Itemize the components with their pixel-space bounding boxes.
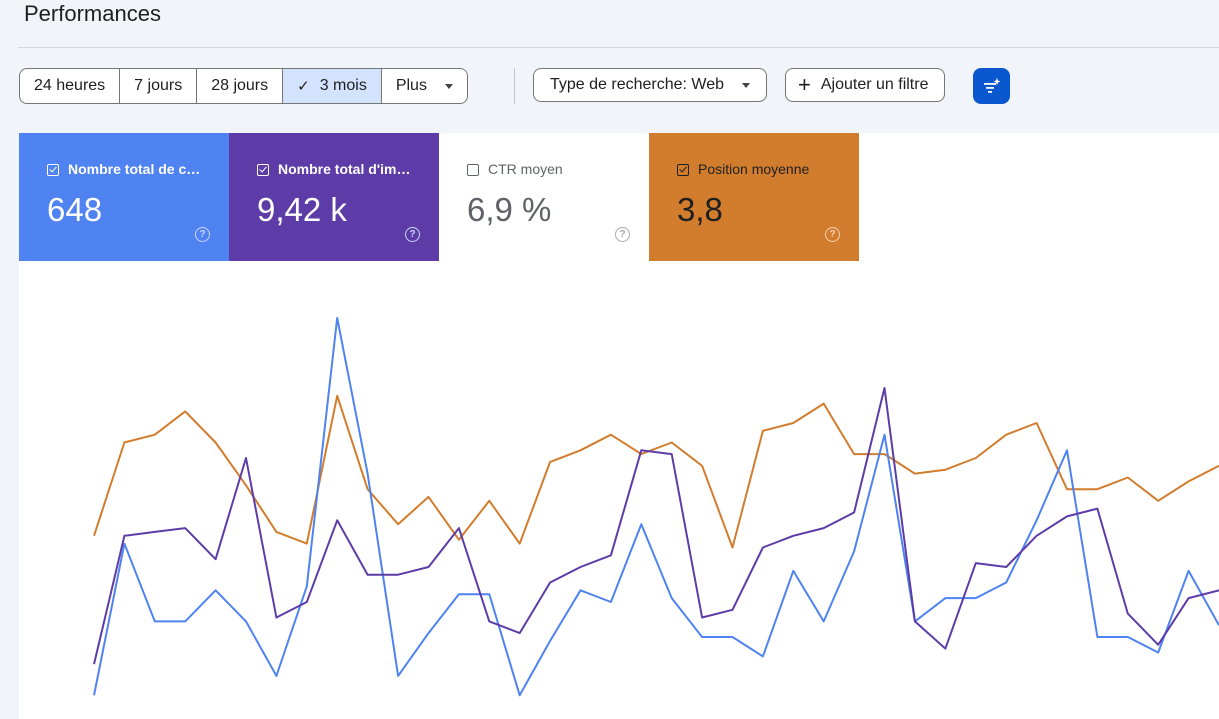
add-filter-label: Ajouter un filtre (820, 76, 929, 93)
checkbox-checked-icon[interactable] (47, 164, 59, 176)
metric-cards: Nombre total de c… 648 ? Nombre total d'… (19, 133, 859, 261)
time-range-label: Plus (395, 77, 427, 94)
search-type-dropdown[interactable]: Type de recherche: Web (533, 68, 768, 102)
time-range-3m[interactable]: ✓ 3 mois (283, 69, 382, 103)
chart-series-line-1 (93, 317, 1219, 697)
chart-series-line-2 (93, 387, 1219, 665)
time-range-28d[interactable]: 28 jours (197, 69, 284, 103)
checkbox-checked-icon[interactable] (677, 164, 689, 176)
help-icon[interactable]: ? (405, 227, 420, 242)
metric-label: Position moyenne (698, 161, 810, 177)
help-icon[interactable]: ? (615, 227, 630, 242)
metric-card-impressions[interactable]: Nombre total d'im… 9,42 k ? (229, 133, 439, 261)
page-title: Performances (24, 1, 161, 26)
caret-down-icon (444, 83, 453, 89)
time-range-more[interactable]: Plus (382, 69, 467, 103)
metric-value: 6,9 % (467, 191, 552, 228)
header-divider (18, 47, 1219, 48)
filter-sparkle-button[interactable] (973, 68, 1010, 104)
time-range-7d[interactable]: 7 jours (120, 69, 198, 103)
metric-card-position[interactable]: Position moyenne 3,8 ? (649, 133, 859, 261)
help-icon[interactable]: ? (825, 227, 840, 242)
time-range-label: 3 mois (319, 77, 367, 94)
toolbar-divider (514, 68, 515, 104)
chart-series-line-0 (93, 394, 1219, 549)
caret-down-icon (742, 82, 751, 88)
filter-sparkle-icon (983, 78, 1000, 93)
add-filter-button[interactable]: + Ajouter un filtre (785, 68, 946, 102)
time-range-selector: 24 heures 7 jours 28 jours ✓ 3 mois Plus (19, 68, 468, 104)
time-range-label: 24 heures (34, 77, 106, 94)
chart-svg (93, 317, 1219, 697)
metric-value: 648 (47, 191, 103, 228)
help-icon[interactable]: ? (195, 227, 210, 242)
checkbox-unchecked-icon[interactable] (467, 164, 479, 176)
metric-value: 9,42 k (257, 191, 347, 228)
plus-icon: + (798, 72, 811, 97)
time-range-label: 28 jours (211, 77, 269, 94)
time-range-label: 7 jours (134, 77, 183, 94)
search-type-label: Type de recherche: Web (550, 76, 725, 93)
checkmark-icon: ✓ (297, 78, 310, 95)
metric-label: Nombre total d'im… (278, 161, 411, 177)
performance-chart (19, 261, 1219, 719)
metric-strip-background (859, 133, 1219, 261)
checkbox-checked-icon[interactable] (257, 164, 269, 176)
metric-value: 3,8 (677, 191, 723, 228)
metric-card-ctr[interactable]: CTR moyen 6,9 % ? (439, 133, 649, 261)
metric-card-clicks[interactable]: Nombre total de c… 648 ? (19, 133, 229, 261)
time-range-24h[interactable]: 24 heures (20, 69, 121, 103)
metric-label: Nombre total de c… (68, 161, 201, 177)
metric-label: CTR moyen (488, 161, 563, 177)
